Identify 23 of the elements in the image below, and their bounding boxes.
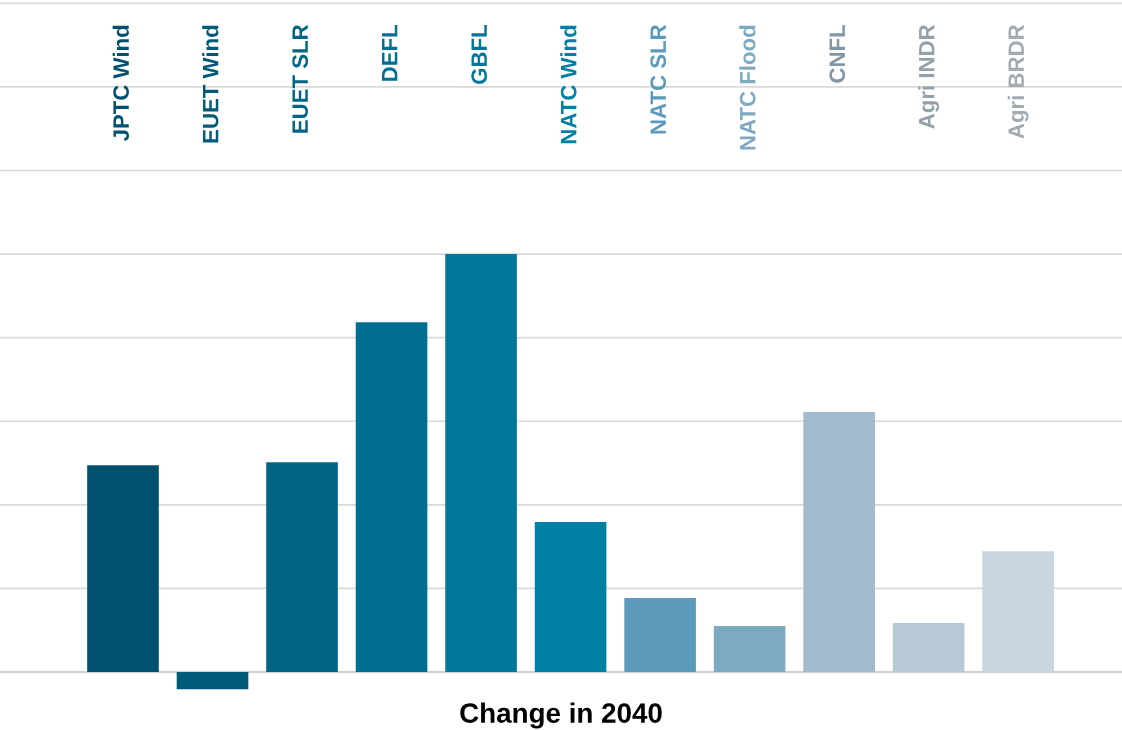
x-axis-title: Change in 2040: [460, 702, 662, 729]
x-tick-label: Agri BRDR: [1007, 24, 1029, 139]
x-tick-label: NATC Flood: [739, 25, 756, 150]
x-tick-label: GBFL: [471, 25, 488, 84]
bar: [803, 412, 875, 673]
bar: [445, 254, 517, 673]
x-tick-label: EUET Wind: [202, 25, 219, 143]
bar: [355, 322, 428, 673]
x-tick-label: NATC SLR: [650, 24, 667, 134]
bar: [534, 521, 607, 673]
bar: [176, 672, 249, 690]
bar: [87, 465, 159, 673]
bar: [982, 551, 1054, 673]
x-tick-label: EUET SLR: [292, 24, 308, 133]
x-tick-label: Agri INDR: [918, 24, 940, 129]
bar: [624, 598, 696, 673]
x-tick-label: NATC Wind: [560, 25, 577, 144]
x-tick-label: CNFL: [829, 25, 846, 83]
x-tick-label: DEFL: [382, 25, 398, 81]
bar: [266, 462, 338, 673]
bar: [713, 626, 786, 673]
x-tick-label: JPTC Wind: [112, 25, 129, 142]
bar: [892, 623, 965, 673]
